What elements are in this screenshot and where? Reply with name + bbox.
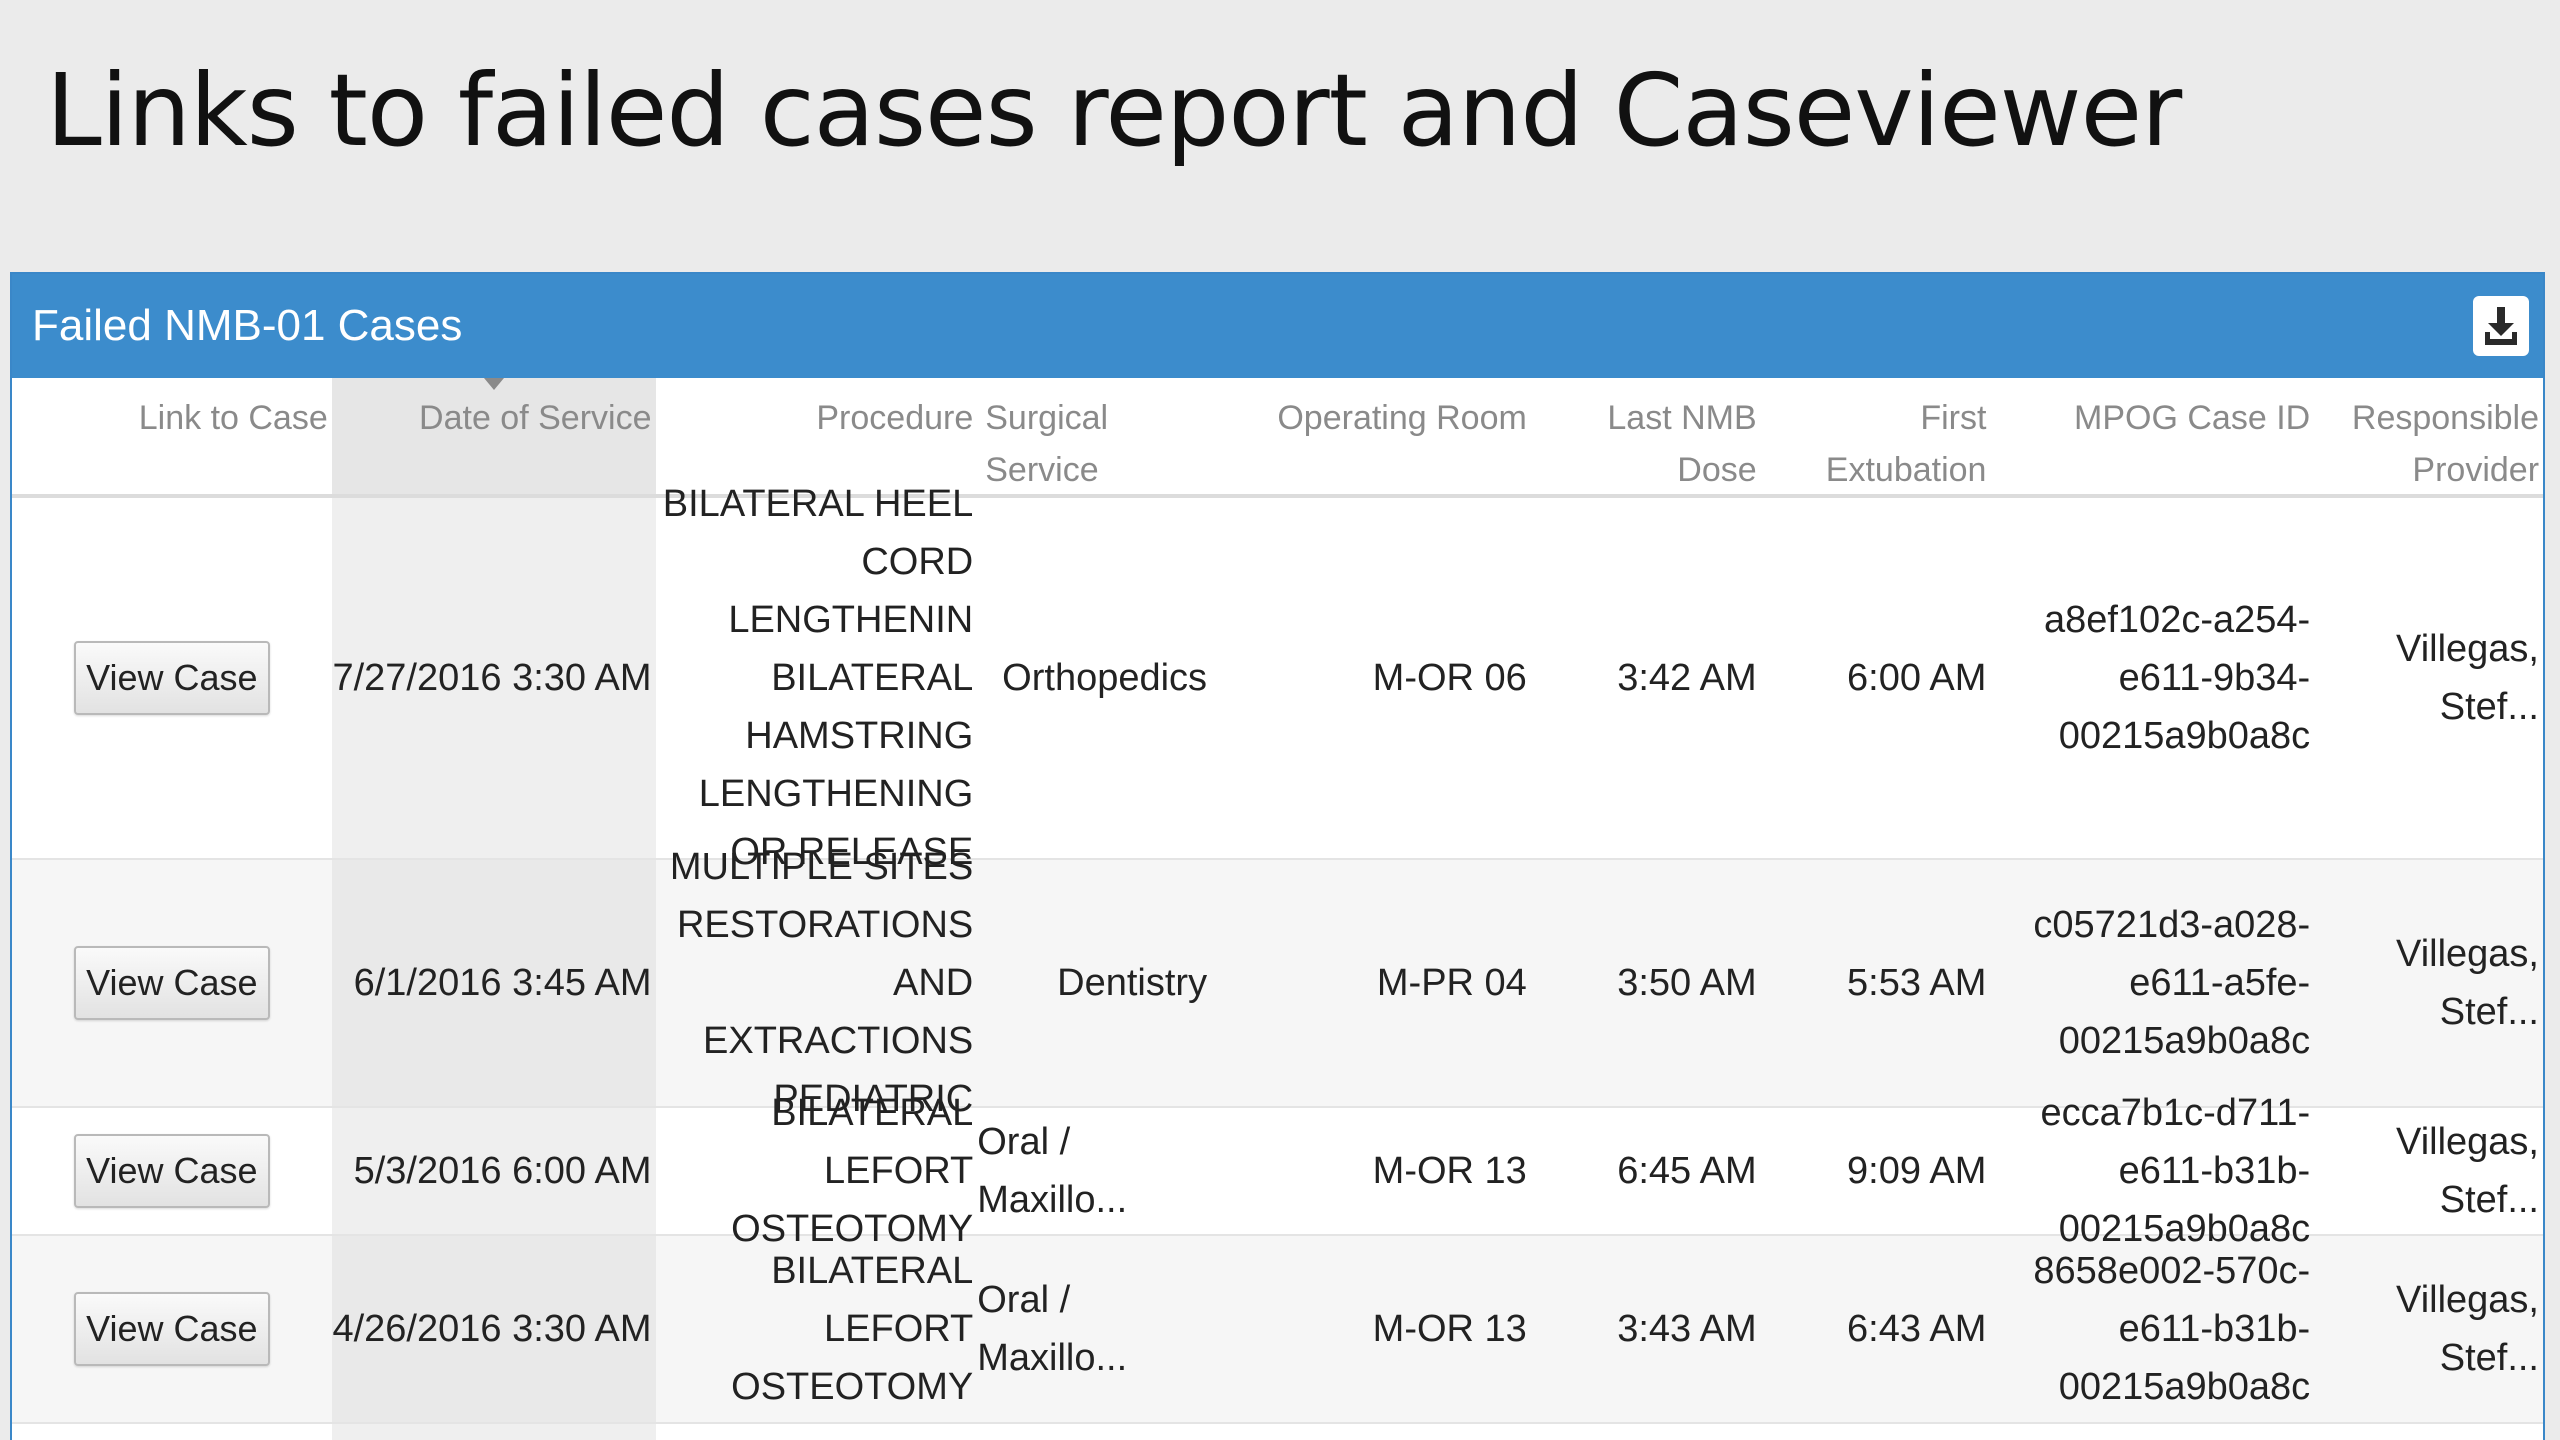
cell-link: View Case	[12, 860, 332, 1106]
cell-case-id: a8ef102c-a254-e611-9b34-00215a9b0a8c	[2043, 599, 2311, 757]
table-row: View Case 6/1/2016 3:45 AM MULTIPLE SITE…	[12, 846, 2543, 1120]
cell-nmb: 3:43 AM	[1617, 1308, 1757, 1350]
failed-cases-panel: Failed NMB-01 Cases Link to Case Date of…	[10, 272, 2545, 1440]
cell-provider: Villegas, Stef...	[2396, 628, 2539, 728]
column-header-room[interactable]: Operating Room	[1277, 399, 1527, 437]
column-header-date[interactable]: Date of Service	[331, 378, 656, 494]
cell-procedure: BILATERAL HEEL CORD LENGTHENIN BILATERAL…	[662, 483, 974, 873]
column-header-service[interactable]: Surgical Service	[985, 399, 1109, 489]
cell-service: Oral / Maxillo...	[977, 1121, 1128, 1221]
cell-nmb: 6:45 AM	[1617, 1150, 1757, 1192]
cell-extubation: 5:53 AM	[1847, 962, 1987, 1004]
cell-date: 5/3/2016 6:00 AM	[331, 1108, 656, 1234]
cell-date: 4/26/2016 3:30 AM	[331, 1236, 656, 1422]
cell-case-id: 8658e002-570c-e611-b31b-00215a9b0a8c	[2033, 1250, 2311, 1408]
column-header-provider[interactable]: Responsible Provider	[2351, 399, 2540, 489]
cell-provider: Villegas, Stef...	[2396, 1279, 2539, 1379]
view-case-button[interactable]: View Case	[73, 1134, 270, 1208]
cell-provider: Villegas, Stef...	[2396, 1121, 2539, 1221]
cell-extubation: 6:00 AM	[1847, 657, 1987, 699]
download-icon	[2485, 307, 2517, 345]
cell-room: M-OR 06	[1372, 657, 1527, 699]
cell-extubation: 6:43 AM	[1847, 1308, 1987, 1350]
cell-procedure: BILATERAL LEFORT OSTEOTOMY	[731, 1092, 974, 1250]
cell-procedure: MULTIPLE SITES RESTORATIONS AND EXTRACTI…	[669, 846, 974, 1120]
view-case-button[interactable]: View Case	[73, 946, 270, 1020]
table-row: View Case 4/26/2016 3:30 AM BILATERAL LE…	[12, 1236, 2543, 1424]
cell-service: Oral / Maxillo...	[977, 1279, 1128, 1379]
cell-link: View Case	[12, 498, 332, 858]
sort-desc-icon	[483, 378, 504, 390]
view-case-button[interactable]: View Case	[73, 641, 270, 715]
cell-service: Orthopedics	[1002, 657, 1208, 699]
cell-link: View Case	[12, 1236, 332, 1422]
view-case-button[interactable]: View Case	[73, 1292, 270, 1366]
cell-date: 6/1/2016 3:45 AM	[331, 860, 656, 1106]
cell-provider: Villegas, Stef...	[2396, 933, 2539, 1033]
cases-grid: Link to Case Date of Service Procedure S…	[12, 378, 2543, 1440]
column-header-nmb[interactable]: Last NMB Dose	[1607, 399, 1757, 489]
slide-title: Links to failed cases report and Casevie…	[46, 52, 2182, 169]
table-filler	[12, 1424, 2543, 1440]
column-header-extubation[interactable]: First Extubation	[1825, 399, 1987, 489]
cell-room: M-PR 04	[1376, 962, 1527, 1004]
column-header-procedure[interactable]: Procedure	[816, 399, 974, 437]
download-button[interactable]	[2473, 296, 2529, 356]
cell-procedure: BILATERAL LEFORT OSTEOTOMY	[731, 1250, 974, 1408]
cell-case-id: c05721d3-a028-e611-a5fe-00215a9b0a8c	[2033, 904, 2311, 1062]
cell-case-id: ecca7b1c-d711-e611-b31b-00215a9b0a8c	[2040, 1092, 2311, 1250]
cell-nmb: 3:50 AM	[1617, 962, 1757, 1004]
cell-service: Dentistry	[1057, 962, 1208, 1004]
panel-header: Failed NMB-01 Cases	[12, 274, 2543, 378]
cell-date: 7/27/2016 3:30 AM	[331, 498, 656, 858]
cell-room: M-OR 13	[1372, 1150, 1527, 1192]
column-header-case-id[interactable]: MPOG Case ID	[2074, 399, 2311, 437]
cell-nmb: 3:42 AM	[1617, 657, 1757, 699]
panel-title: Failed NMB-01 Cases	[32, 301, 463, 350]
sorted-column-filler	[332, 1424, 656, 1440]
column-header-link[interactable]: Link to Case	[138, 399, 328, 437]
table-header: Link to Case Date of Service Procedure S…	[12, 378, 2543, 498]
cell-extubation: 9:09 AM	[1847, 1150, 1987, 1192]
table-row: View Case 7/27/2016 3:30 AM BILATERAL HE…	[12, 483, 2543, 873]
table-row: View Case 5/3/2016 6:00 AM BILATERAL LEF…	[12, 1092, 2543, 1250]
cell-room: M-OR 13	[1372, 1308, 1527, 1350]
cell-link: View Case	[12, 1108, 332, 1234]
